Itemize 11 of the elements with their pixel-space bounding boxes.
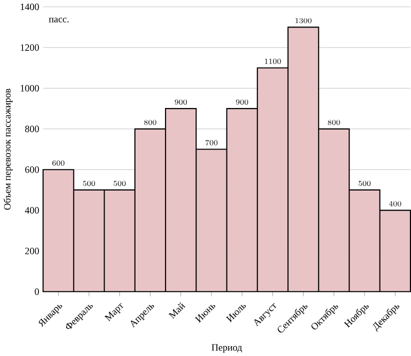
y-tick-label: 1200 — [20, 44, 39, 51]
y-tick-label: 200 — [25, 248, 39, 254]
y-tick-label: 0 — [34, 288, 39, 295]
y-tick-label: 1400 — [20, 3, 39, 10]
y-tick-label: 1000 — [20, 84, 39, 92]
y-axis-title: Объем перевозок пассажиров — [4, 88, 13, 210]
y-tick-label: 800 — [25, 126, 39, 132]
y-tick-label: 400 — [24, 206, 39, 214]
y-tick-label: 600 — [25, 166, 39, 173]
x-axis-title: Период — [212, 344, 242, 353]
annotation: пасс. — [48, 18, 69, 22]
